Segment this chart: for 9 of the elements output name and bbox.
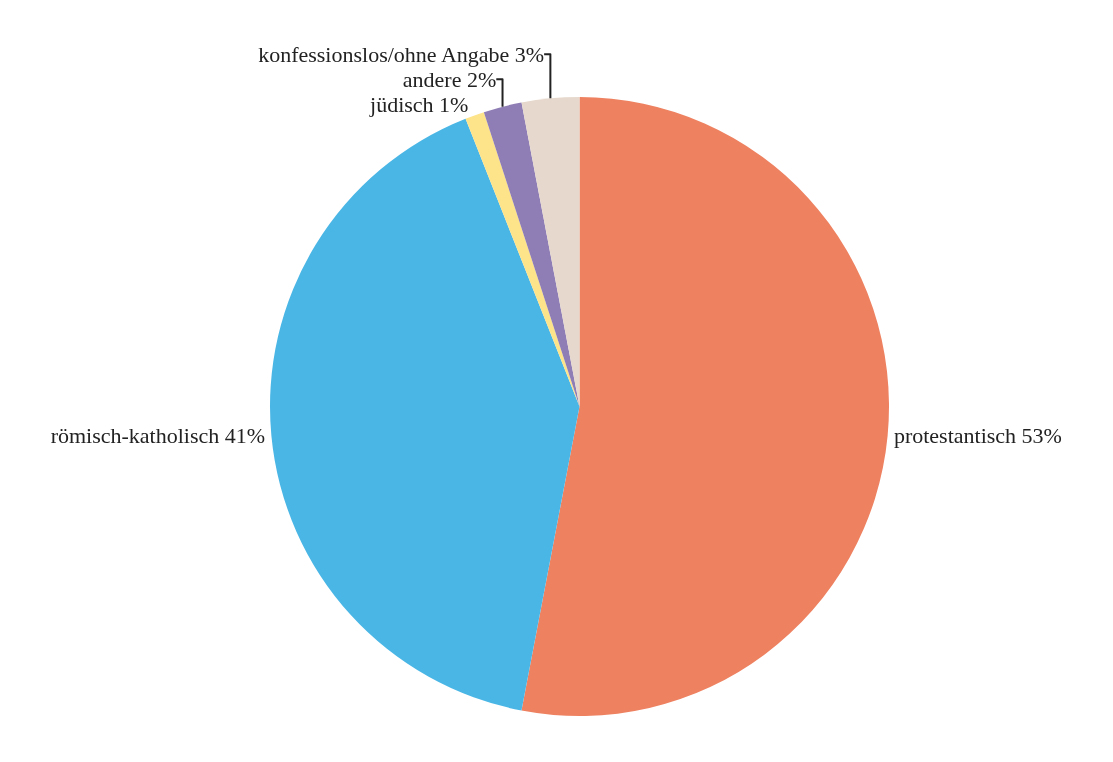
pie-slice xyxy=(521,97,889,716)
slice-label: konfessionslos/ohne Angabe 3% xyxy=(258,41,545,67)
slice-label: protestantisch 53% xyxy=(893,423,1062,449)
slice-label: andere 2% xyxy=(402,66,497,92)
pie-slice xyxy=(270,118,580,711)
slice-label: jüdisch 1% xyxy=(369,91,469,117)
pie-slice xyxy=(521,97,580,407)
slice-label: römisch-katholisch 41% xyxy=(50,423,266,449)
pie-slice xyxy=(465,112,580,407)
